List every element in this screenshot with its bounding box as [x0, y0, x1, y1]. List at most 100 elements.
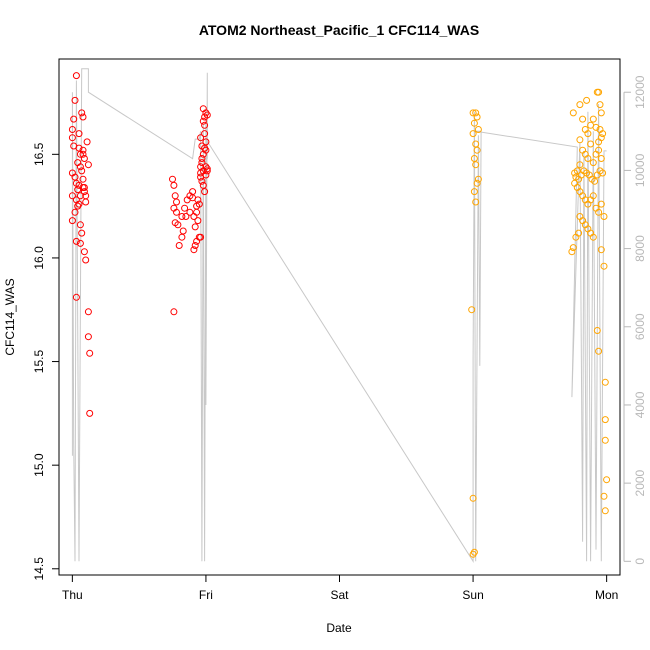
data-point-red	[71, 96, 79, 104]
data-point-red	[202, 138, 210, 146]
data-point-red	[68, 192, 76, 200]
data-point-orange	[595, 146, 603, 154]
data-point-red	[72, 237, 80, 245]
data-point-red	[79, 146, 87, 154]
data-point-orange	[601, 378, 609, 386]
data-point-red	[84, 308, 92, 316]
y2-tick-label: 0	[633, 558, 647, 565]
data-point-orange	[600, 213, 608, 220]
y2-tick-label: 2000	[633, 469, 647, 496]
data-point-orange	[469, 130, 477, 138]
data-point-red	[78, 109, 86, 117]
data-point-orange	[601, 507, 609, 515]
data-point-orange	[597, 155, 605, 162]
data-point-red	[203, 111, 211, 119]
data-point-red	[173, 198, 180, 206]
chart-title: ATOM2 Northeast_Pacific_1 CFC114_WAS	[199, 22, 479, 38]
data-point-red	[72, 293, 80, 301]
data-point-red	[190, 246, 198, 254]
data-point-red	[181, 204, 189, 212]
points-layer	[68, 72, 611, 558]
data-point-orange	[601, 416, 609, 424]
data-point-red	[84, 333, 92, 341]
data-point-red	[78, 167, 86, 175]
data-point-red	[170, 181, 178, 189]
data-point-orange	[597, 200, 605, 208]
data-point-red	[178, 233, 186, 241]
data-point-orange	[472, 198, 480, 206]
data-point-red	[186, 208, 194, 216]
data-point-red	[68, 217, 76, 225]
y2-tick-label: 6000	[633, 313, 647, 340]
data-point-red	[76, 192, 84, 200]
altitude-line-layer	[71, 68, 607, 564]
y-tick-label: 16.0	[32, 246, 46, 270]
data-point-red	[201, 121, 209, 129]
data-point-red	[74, 186, 82, 194]
data-point-red	[191, 242, 199, 249]
data-point-red	[198, 142, 206, 150]
data-point-orange	[576, 161, 584, 169]
data-point-orange	[595, 88, 603, 96]
data-point-orange	[473, 179, 481, 187]
data-point-red	[72, 72, 80, 80]
data-point-orange	[473, 146, 481, 154]
y-tick-label: 15.5	[32, 350, 46, 374]
data-point-orange	[599, 130, 607, 138]
data-point-red	[194, 217, 202, 225]
data-point-red	[199, 105, 207, 113]
data-point-orange	[589, 192, 597, 200]
data-point-red	[79, 150, 87, 158]
data-point-orange	[600, 262, 608, 270]
data-point-orange	[589, 159, 597, 167]
data-point-orange	[568, 248, 576, 256]
data-point-orange	[587, 140, 595, 148]
data-point-red	[82, 256, 90, 264]
data-point-red	[70, 115, 78, 123]
data-point-orange	[599, 169, 607, 177]
x-tick-label: Sun	[462, 588, 483, 602]
data-point-orange	[589, 115, 597, 123]
data-point-red	[198, 159, 206, 167]
data-point-orange	[584, 155, 592, 162]
y-tick-label: 16.5	[32, 142, 46, 166]
x-tick-label: Mon	[595, 588, 618, 602]
data-point-red	[80, 184, 88, 191]
data-point-orange	[593, 327, 601, 334]
data-point-red	[75, 200, 83, 208]
data-point-red	[191, 223, 199, 231]
data-point-orange	[597, 246, 605, 254]
data-point-orange	[569, 109, 577, 117]
data-point-red	[174, 221, 182, 229]
data-point-red	[201, 130, 209, 138]
data-point-orange	[595, 347, 603, 355]
data-point-orange	[603, 476, 611, 484]
data-point-red	[86, 349, 94, 357]
data-point-orange	[470, 119, 478, 127]
data-point-orange	[576, 136, 584, 144]
data-point-orange	[595, 208, 603, 216]
data-point-red	[197, 233, 205, 241]
data-point-orange	[576, 101, 584, 109]
data-point-orange	[470, 188, 478, 196]
data-point-orange	[469, 109, 477, 117]
x-axis: Thu Fri Sat Sun Mon	[62, 575, 618, 602]
plot-frame	[58, 58, 621, 576]
data-point-orange	[468, 306, 476, 314]
data-point-red	[76, 163, 84, 171]
data-point-orange	[473, 113, 481, 121]
data-point-red	[80, 248, 88, 256]
data-point-orange	[597, 109, 605, 117]
data-point-orange	[591, 177, 599, 185]
data-point-orange	[569, 244, 577, 252]
data-point-orange	[595, 138, 603, 146]
data-point-orange	[571, 169, 579, 177]
data-point-red	[75, 130, 83, 138]
data-point-red	[76, 239, 84, 247]
data-point-orange	[601, 436, 609, 444]
data-point-red	[74, 202, 82, 210]
data-point-red	[195, 200, 203, 208]
data-point-orange	[584, 130, 592, 138]
y-tick-label: 14.5	[32, 557, 46, 581]
data-point-red	[182, 213, 190, 220]
